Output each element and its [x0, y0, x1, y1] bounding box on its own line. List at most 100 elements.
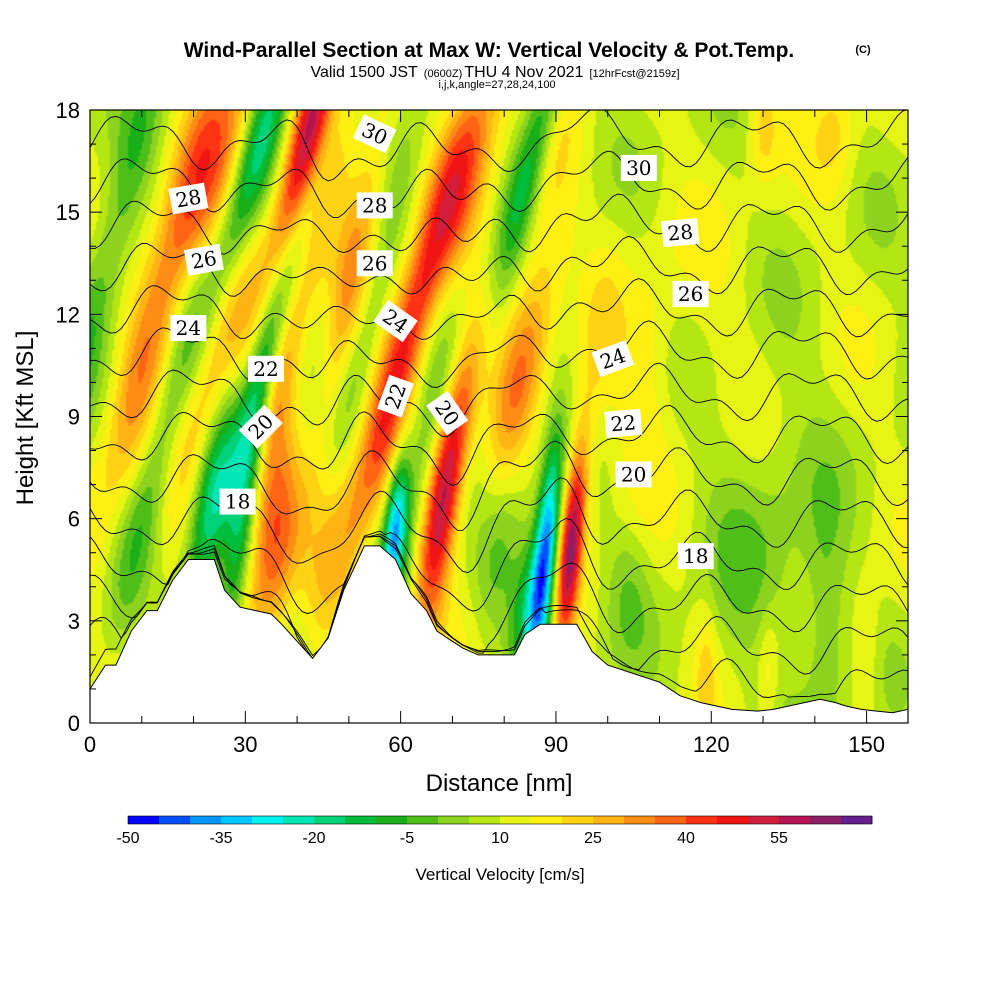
colorbar-swatch	[314, 816, 346, 824]
y-tick-label: 15	[56, 200, 80, 225]
theta-contour-line	[90, 517, 908, 615]
contour-label-box	[677, 543, 714, 570]
colorbar-swatch	[717, 816, 749, 824]
colorbar-frame	[127, 815, 873, 825]
colorbar-swatch	[841, 816, 873, 824]
valid-time-line: Valid 1500 JST (0600Z) THU 4 Nov 2021 [12hr…	[310, 64, 679, 81]
theta-contour-line	[90, 404, 908, 486]
colorbar-swatch	[159, 816, 191, 824]
contour-label-text: 26	[189, 246, 218, 274]
contour-label-box	[672, 280, 709, 307]
contour-label-text: 20	[621, 462, 646, 486]
contour-label-text: 22	[610, 410, 637, 436]
contour-label-text: 24	[176, 316, 201, 340]
contour-label-box	[248, 355, 284, 382]
theta-contour-line	[90, 533, 908, 661]
x-tick-label: 60	[388, 732, 412, 757]
y-axis: 0 3 6 9 12 15 18	[56, 98, 908, 736]
x-tick-label: 30	[233, 732, 257, 757]
colorbar-swatch	[438, 816, 470, 824]
y-tick-label: 6	[68, 507, 80, 532]
contour-label-text: 22	[253, 357, 278, 381]
contour-label-box	[604, 408, 643, 438]
colorbar-label: -50	[116, 830, 139, 847]
theta-contour-line	[90, 536, 908, 698]
y-tick-label: 18	[56, 98, 80, 123]
contour-label: 22	[604, 408, 643, 438]
y-tick-label: 3	[68, 609, 80, 634]
colorbar-label: 10	[491, 830, 509, 847]
x-tick-label: 150	[848, 732, 885, 757]
colorbar-swatch	[686, 816, 718, 824]
colorbar-swatch	[624, 816, 656, 824]
x-tick-label: 120	[693, 732, 730, 757]
contour-label-text: 18	[683, 544, 708, 568]
theta-contour-line	[90, 150, 908, 219]
colorbar-label: -20	[302, 830, 325, 847]
colorbar-swatch	[779, 816, 811, 824]
contour-label: 20	[615, 461, 652, 488]
contour-label-box	[661, 218, 700, 248]
colorbar-label: 40	[677, 830, 695, 847]
colorbar-swatch	[221, 816, 253, 824]
colorbar-swatch	[593, 816, 625, 824]
theta-contour-line	[90, 235, 908, 297]
x-axis: 0 30 60 90 120 150	[84, 110, 885, 757]
colorbar-swatch	[128, 816, 160, 824]
colorbar-swatch	[562, 816, 594, 824]
colorbar-label: -35	[209, 830, 232, 847]
colorbar-swatch	[500, 816, 532, 824]
contour-label: 22	[248, 355, 284, 382]
colorbar-swatch	[407, 816, 439, 824]
valid-date: THU 4 Nov 2021	[464, 64, 583, 81]
contour-label-box	[426, 390, 469, 436]
contour-label-box	[377, 374, 414, 418]
contour-label-box	[219, 488, 256, 515]
colorbar-swatch	[345, 816, 377, 824]
contour-label-box	[373, 300, 418, 343]
colorbar-label: 55	[770, 830, 788, 847]
grid-params: i,j,k,angle=27,28,24,100	[438, 79, 555, 91]
theta-contour-line	[90, 193, 908, 255]
contour-label: 24	[170, 315, 207, 341]
terrain	[90, 545, 908, 723]
theta-contour-line	[90, 110, 908, 182]
contour-label: 18	[677, 543, 714, 570]
colorbar-swatch	[655, 816, 687, 824]
contour-label-box	[591, 340, 635, 377]
contour-label-text: 18	[225, 490, 250, 514]
copyright-mark: (C)	[855, 44, 871, 56]
contour-label-text: 28	[362, 193, 387, 217]
contour-label-box	[170, 315, 207, 341]
contour-label: 26	[356, 250, 393, 277]
colorbar-title: Vertical Velocity [cm/s]	[415, 865, 584, 884]
x-tick-label: 90	[544, 732, 568, 757]
y-tick-label: 9	[68, 405, 80, 430]
theta-contour-line	[90, 320, 908, 388]
contour-label: 28	[356, 192, 393, 219]
contour-label: 28	[661, 218, 700, 248]
contour-label-text: 26	[362, 251, 387, 275]
chart-title: Wind-Parallel Section at Max W: Vertical…	[184, 39, 795, 62]
contour-label-text: 30	[626, 156, 651, 180]
x-tick-label: 0	[84, 732, 96, 757]
contour-label-text: 28	[174, 184, 203, 212]
contour-label: 26	[672, 280, 709, 307]
contour-label-text: 26	[678, 282, 703, 306]
colorbar: -50 -35 -20 -5 10 25 40 55	[116, 815, 873, 847]
theta-contour-line	[90, 362, 908, 438]
contour-label: 30	[620, 154, 657, 181]
forecast-info: [12hrFcst@2159z]	[589, 68, 679, 80]
contour-label-box	[356, 250, 393, 277]
y-tick-label: 0	[68, 711, 80, 736]
colorbar-label: -5	[400, 830, 414, 847]
colorbar-swatch	[748, 816, 780, 824]
theta-contour-line	[90, 440, 908, 531]
y-axis-label: Height [Kft MSL]	[12, 331, 39, 506]
contour-label-box	[620, 154, 657, 181]
colorbar-swatch	[531, 816, 563, 824]
contour-label-box	[615, 461, 652, 488]
contour-label: 18	[219, 488, 256, 515]
